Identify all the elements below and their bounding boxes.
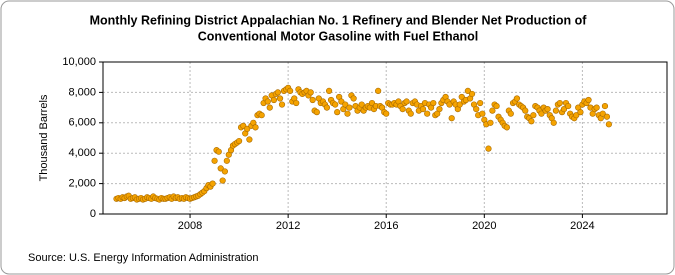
data-point bbox=[211, 157, 218, 164]
data-point bbox=[258, 112, 265, 119]
data-point bbox=[309, 96, 316, 104]
data-point bbox=[605, 121, 612, 128]
data-point bbox=[246, 136, 253, 143]
data-point bbox=[332, 101, 339, 108]
y-tick-label: 2,000 bbox=[68, 178, 96, 190]
data-point bbox=[270, 96, 278, 104]
data-point bbox=[287, 87, 294, 94]
data-point bbox=[565, 102, 572, 110]
data-point bbox=[403, 98, 410, 105]
data-point bbox=[334, 109, 341, 116]
data-point bbox=[221, 168, 228, 175]
data-point bbox=[473, 106, 480, 113]
data-point bbox=[489, 107, 496, 114]
data-point bbox=[215, 148, 222, 155]
x-tick-label: 2012 bbox=[276, 220, 300, 232]
data-point bbox=[456, 101, 463, 108]
data-point bbox=[313, 109, 320, 116]
data-point bbox=[552, 107, 560, 114]
data-point bbox=[448, 115, 455, 122]
data-point bbox=[560, 106, 568, 113]
data-point bbox=[217, 165, 224, 172]
data-point bbox=[264, 98, 271, 105]
data-point bbox=[407, 110, 414, 117]
x-tick-label: 2016 bbox=[374, 220, 398, 232]
data-point bbox=[573, 112, 580, 119]
data-point bbox=[252, 124, 259, 131]
x-tick-label: 2020 bbox=[472, 220, 496, 232]
data-point bbox=[350, 95, 357, 102]
y-tick-label: 6,000 bbox=[68, 117, 96, 129]
data-point bbox=[436, 106, 443, 113]
data-point bbox=[424, 110, 431, 117]
data-point bbox=[487, 119, 494, 126]
chart-title: Monthly Refining District Appalachian No… bbox=[90, 13, 588, 27]
data-point bbox=[528, 118, 535, 125]
data-point bbox=[419, 106, 427, 113]
data-point bbox=[235, 137, 243, 145]
data-point bbox=[266, 104, 273, 111]
y-tick-label: 8,000 bbox=[68, 86, 96, 98]
data-point bbox=[219, 177, 226, 184]
data-point bbox=[479, 110, 486, 117]
data-point bbox=[375, 87, 382, 94]
y-tick-label: 4,000 bbox=[68, 147, 96, 159]
data-point bbox=[344, 110, 351, 117]
plot-border bbox=[102, 61, 668, 215]
data-point bbox=[593, 104, 600, 111]
x-tick-label: 2024 bbox=[570, 220, 594, 232]
y-tick-label: 10,000 bbox=[62, 56, 96, 68]
data-point bbox=[577, 109, 584, 116]
data-point bbox=[276, 95, 284, 102]
data-point bbox=[358, 101, 365, 108]
data-point bbox=[464, 87, 471, 94]
data-point bbox=[503, 124, 510, 131]
data-point bbox=[278, 101, 286, 108]
data-point bbox=[601, 102, 609, 110]
data-point bbox=[274, 89, 281, 96]
data-point bbox=[383, 110, 390, 117]
data-point bbox=[530, 112, 537, 119]
data-point bbox=[468, 90, 476, 98]
data-point bbox=[325, 87, 333, 94]
data-point bbox=[599, 110, 606, 117]
data-point bbox=[585, 96, 592, 104]
data-point bbox=[550, 119, 557, 126]
data-point bbox=[544, 106, 551, 113]
data-point bbox=[513, 95, 521, 102]
data-point bbox=[342, 101, 349, 108]
data-point bbox=[485, 145, 492, 152]
data-point bbox=[603, 113, 611, 120]
x-tick-label: 2008 bbox=[178, 220, 202, 232]
data-point bbox=[522, 107, 529, 114]
data-point bbox=[223, 157, 230, 164]
data-point bbox=[209, 180, 216, 187]
data-point bbox=[446, 101, 453, 108]
data-point bbox=[493, 102, 500, 110]
data-point bbox=[556, 99, 563, 107]
source: Source: U.S. Energy Information Administ… bbox=[28, 252, 259, 264]
data-point bbox=[307, 89, 314, 96]
y-tick-label: 0 bbox=[90, 208, 96, 220]
y-axis-label: Thousand Barrels bbox=[38, 94, 50, 181]
data-point bbox=[244, 125, 251, 132]
data-point bbox=[293, 99, 300, 107]
data-point bbox=[430, 99, 437, 107]
data-point bbox=[538, 110, 545, 117]
data-point bbox=[477, 99, 484, 107]
data-point bbox=[323, 104, 330, 111]
data-point bbox=[507, 110, 514, 117]
data-point bbox=[346, 104, 353, 111]
data-point bbox=[399, 106, 406, 113]
chart-title: Conventional Motor Gasoline with Fuel Et… bbox=[198, 29, 479, 43]
